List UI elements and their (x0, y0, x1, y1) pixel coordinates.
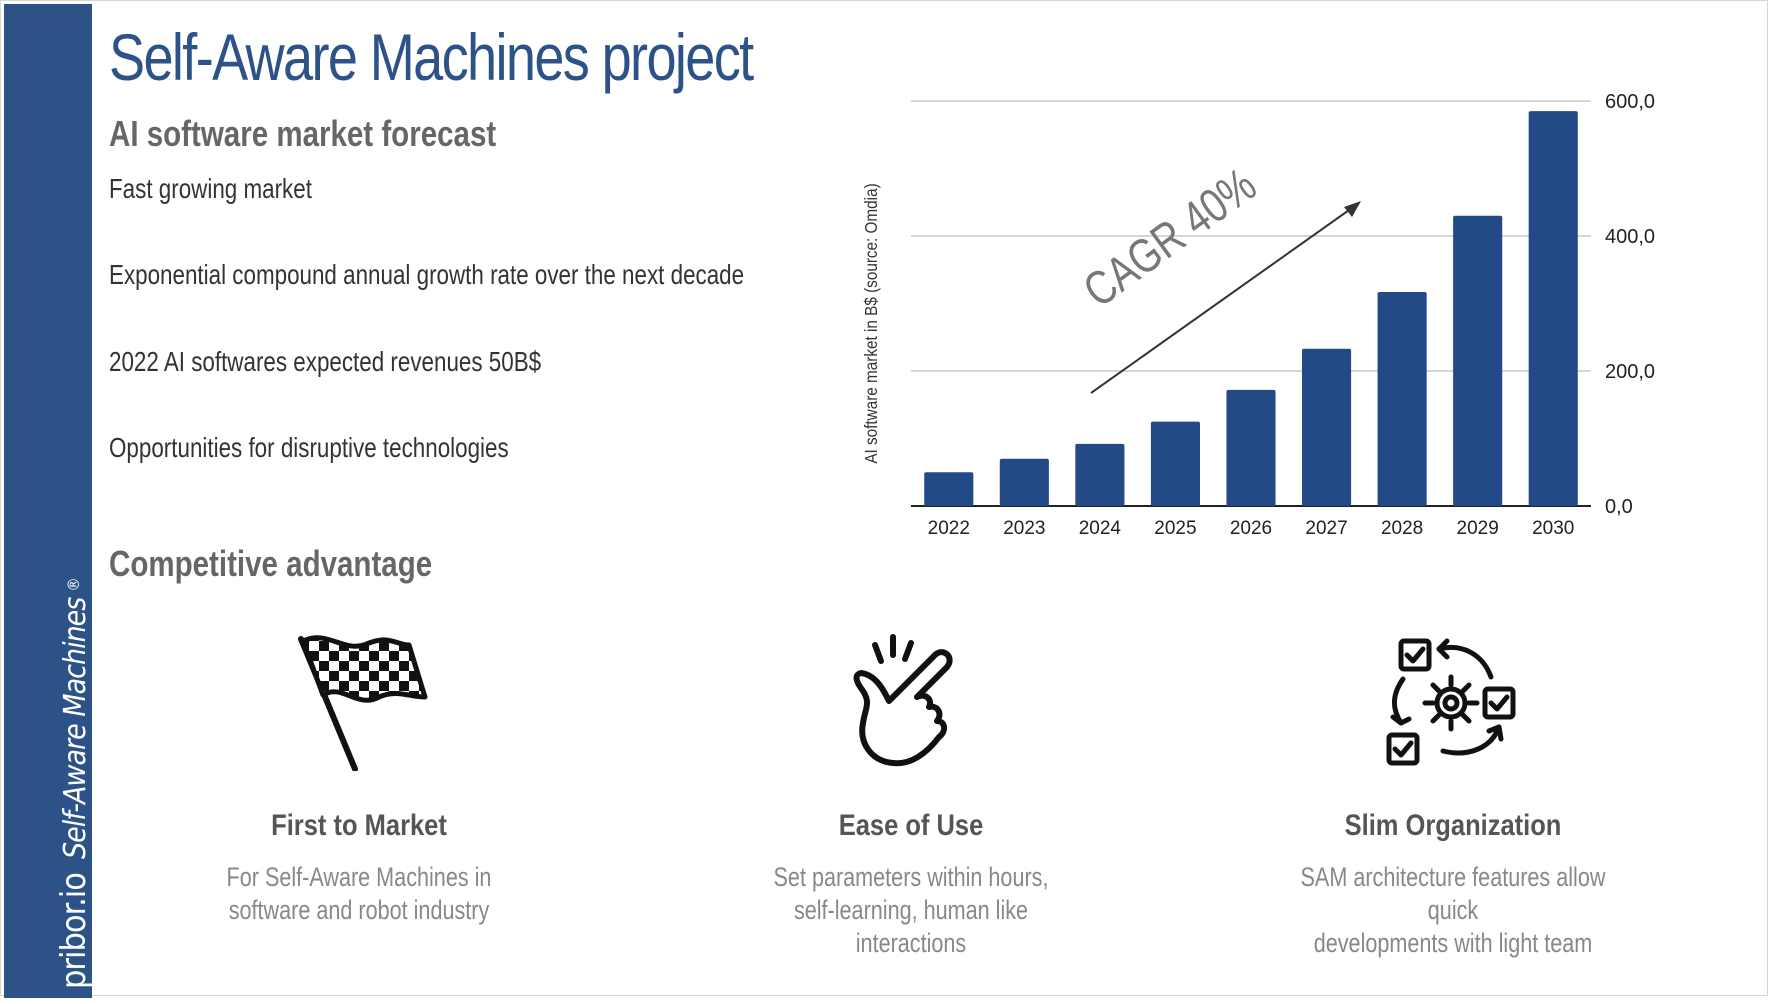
advantage-title: First to Market (271, 809, 447, 842)
bar (1226, 389, 1276, 506)
forecast-bullet: Exponential compound annual growth rate … (109, 259, 745, 290)
x-tick-label: 2023 (1003, 518, 1045, 539)
advantage-description: Set parameters within hours, self-learni… (773, 862, 1049, 958)
sidebar-brand-bar: pribor.io Self-Aware Machines ® (4, 4, 94, 998)
x-tick-label: 2024 (1079, 518, 1122, 539)
page-title: Self-Aware Machines project (109, 20, 754, 94)
x-tick-label: 2022 (928, 518, 970, 539)
brand-name: Self-Aware Machines (58, 597, 93, 859)
y-axis-label: AI software market in B$ (source: Omdia) (861, 183, 881, 463)
chart-svg: 0,0 200,0 400,0 600,0 2022 2023 2024 2025 2026 20… (861, 91, 1655, 539)
bar (924, 472, 974, 506)
checkered-flag-icon (289, 631, 429, 772)
market-forecast-chart: 0,0 200,0 400,0 600,0 2022 2023 2024 2025 2026 20… (841, 81, 1661, 541)
advantage-description: SAM architecture features allow quick de… (1300, 862, 1606, 958)
forecast-heading: AI software market forecast (109, 113, 497, 154)
cagr-annotation: CAGR 40% (1074, 158, 1266, 318)
competitive-advantage-heading: Competitive advantage (109, 543, 433, 584)
bar (1453, 215, 1503, 506)
advantage-title: Ease of Use (838, 809, 984, 842)
x-tick-label: 2030 (1532, 518, 1574, 539)
bar (1377, 292, 1427, 506)
brand-vertical-text: pribor.io Self-Aware Machines ® (54, 577, 94, 989)
advantage-card-first-to-market: First to Market For Self-Aware Machines … (149, 631, 569, 927)
growth-arrow (1090, 202, 1360, 394)
x-tick-label: 2027 (1305, 518, 1347, 539)
registered-mark: ® (63, 577, 83, 592)
y-tick-label: 600,0 (1605, 91, 1655, 113)
x-tick-label: 2029 (1457, 518, 1499, 539)
advantage-card-ease-of-use: Ease of Use Set parameters within hours,… (701, 631, 1121, 960)
bar (1075, 443, 1125, 506)
x-tick-label: 2026 (1230, 518, 1272, 539)
y-tick-label: 0,0 (1605, 496, 1633, 518)
gear-cycle-checklist-icon (1383, 631, 1523, 771)
advantage-title: Slim Organization (1344, 809, 1562, 842)
growth-arrowhead (1344, 201, 1361, 217)
x-tick-label: 2028 (1381, 518, 1423, 539)
advantage-description: For Self-Aware Machines in software and … (226, 862, 492, 925)
hand-touch-icon (841, 631, 981, 771)
forecast-bullet: Opportunities for disruptive technologie… (109, 432, 509, 463)
forecast-bullet: 2022 AI softwares expected revenues 50B$ (109, 346, 542, 377)
x-tick-label: 2025 (1154, 518, 1196, 539)
bar (999, 458, 1049, 506)
advantage-card-slim-organization: Slim Organization SAM architecture featu… (1243, 631, 1663, 960)
brand-site: pribor.io (54, 873, 94, 989)
forecast-bullet: Fast growing market (109, 173, 312, 204)
bar (1528, 111, 1578, 506)
y-tick-label: 400,0 (1605, 226, 1655, 248)
bar (1150, 421, 1200, 506)
y-tick-label: 200,0 (1605, 361, 1655, 383)
bar (1302, 348, 1352, 506)
